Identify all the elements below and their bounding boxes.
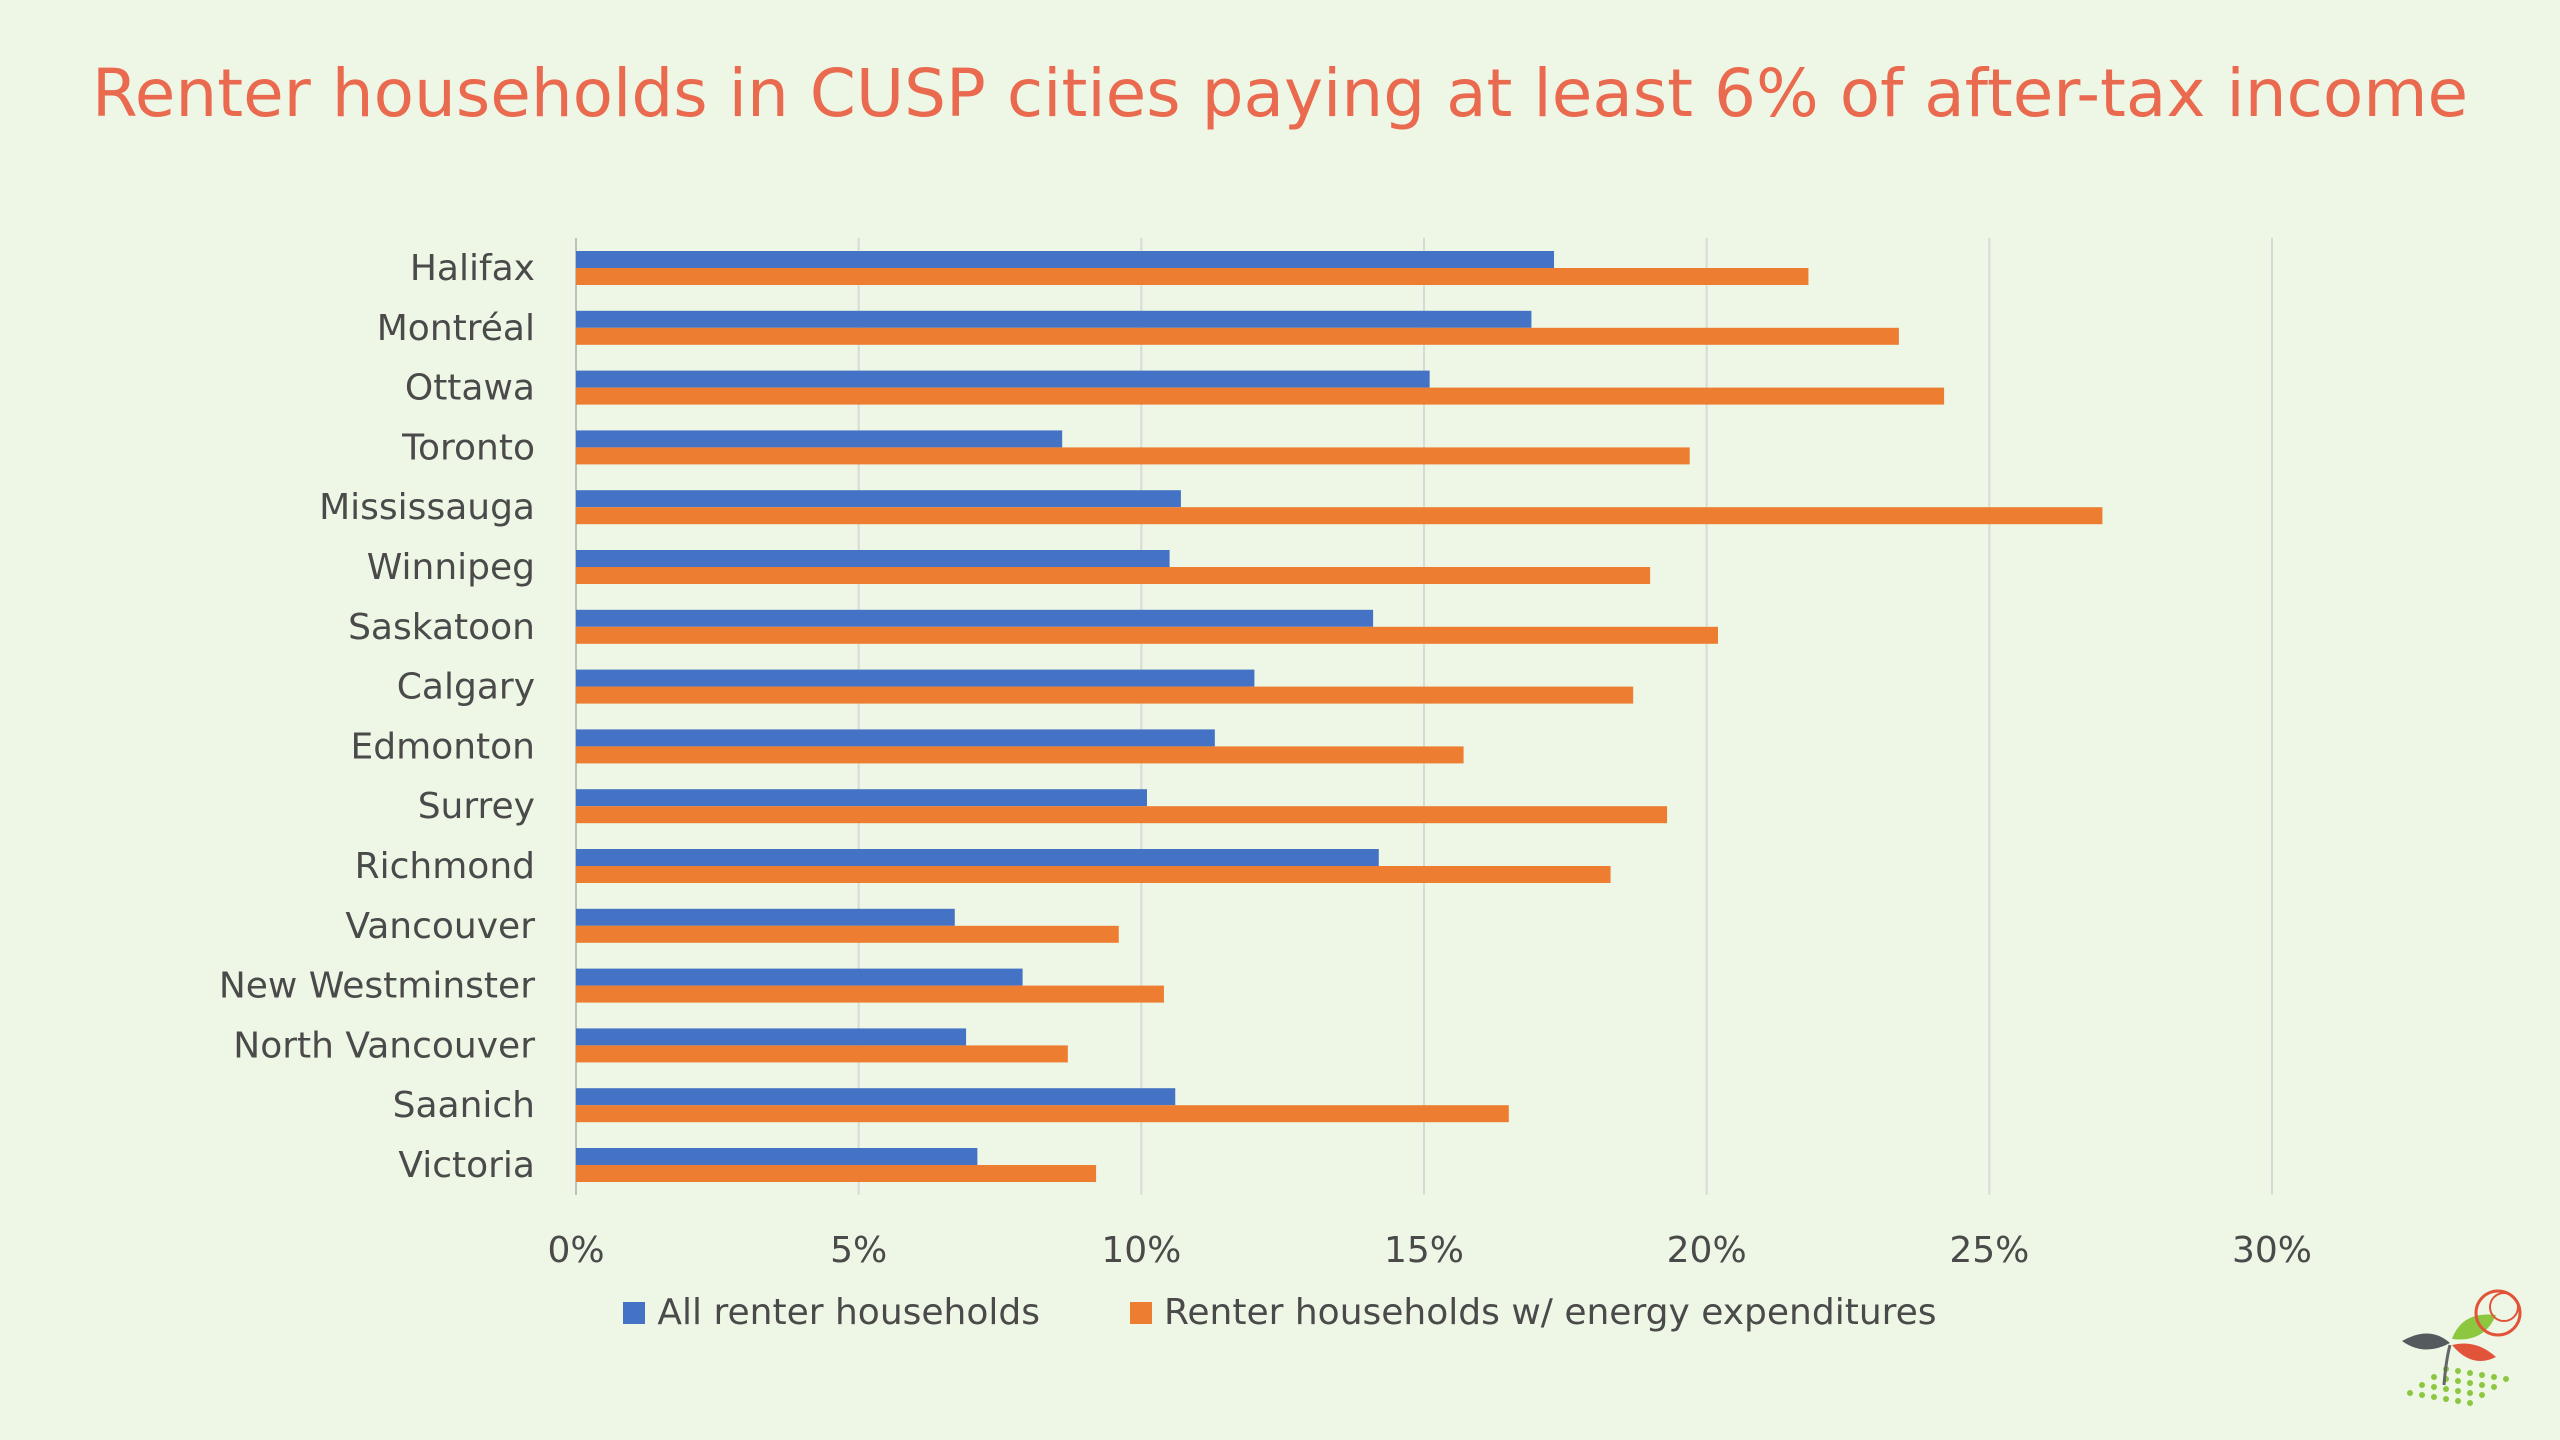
- bar-energy-renters: [576, 1045, 1068, 1063]
- bar-all-renters: [576, 251, 1555, 268]
- category-label: Ottawa: [405, 368, 535, 409]
- bar-energy-renters: [576, 866, 1611, 883]
- category-label: Winnipeg: [367, 547, 535, 588]
- bar-all-renters: [576, 669, 1255, 687]
- x-tick-label: 10%: [1101, 1230, 1181, 1271]
- bar-energy-renters: [576, 447, 1690, 465]
- x-tick-label: 25%: [1949, 1230, 2029, 1271]
- bar-energy-renters: [576, 567, 1651, 584]
- bar-all-renters: [576, 729, 1215, 747]
- bar-all-renters: [576, 1148, 978, 1165]
- bar-all-renters: [576, 550, 1170, 567]
- bar-all-renters: [576, 789, 1147, 807]
- bar-all-renters: [576, 968, 1023, 986]
- category-label: New Westminster: [219, 966, 535, 1007]
- category-label: Saanich: [393, 1085, 535, 1126]
- legend-item-energy-renters: Renter households w/ energy expenditures: [1130, 1292, 1937, 1333]
- bar-energy-renters: [576, 686, 1634, 704]
- bar-all-renters: [576, 490, 1181, 508]
- legend: All renter households Renter households …: [0, 1292, 2560, 1333]
- bar-energy-renters: [576, 327, 1899, 345]
- x-tick-label: 30%: [2232, 1230, 2312, 1271]
- bar-all-renters: [576, 310, 1532, 328]
- bar-all-renters: [576, 849, 1379, 866]
- cusp-leaf-logo-icon: [2402, 1289, 2522, 1406]
- x-tick-label: 20%: [1667, 1230, 1747, 1271]
- bar-energy-renters: [576, 507, 2103, 525]
- bar-all-renters: [576, 430, 1063, 448]
- category-label: Halifax: [410, 248, 535, 289]
- bar-all-renters: [576, 1088, 1176, 1106]
- legend-swatch-all-renters: [623, 1301, 646, 1324]
- bar-energy-renters: [576, 985, 1164, 1003]
- category-label: Montréal: [377, 308, 535, 349]
- legend-label-all-renters: All renter households: [657, 1292, 1040, 1333]
- category-label: Surrey: [418, 786, 535, 827]
- bar-energy-renters: [576, 1165, 1097, 1182]
- legend-label-energy-renters: Renter households w/ energy expenditures: [1164, 1292, 1937, 1333]
- bar-all-renters: [576, 370, 1430, 388]
- category-label: Victoria: [398, 1145, 535, 1186]
- bar-energy-renters: [576, 806, 1668, 824]
- category-label: North Vancouver: [233, 1025, 535, 1066]
- bar-energy-renters: [576, 626, 1718, 644]
- legend-swatch-energy-renters: [1130, 1301, 1152, 1324]
- bar-energy-renters: [576, 746, 1464, 764]
- chart-title: Renter households in CUSP cities paying …: [91, 55, 2469, 132]
- category-label: Vancouver: [345, 906, 535, 947]
- legend-item-all-renters: All renter households: [623, 1292, 1040, 1333]
- bar-all-renters: [576, 609, 1374, 627]
- bar-energy-renters: [576, 925, 1119, 943]
- x-tick-label: 5%: [830, 1230, 887, 1271]
- bar-energy-renters: [576, 1105, 1509, 1123]
- bar-energy-renters: [576, 268, 1809, 285]
- x-tick-label: 0%: [547, 1230, 604, 1271]
- bar-all-renters: [576, 1028, 967, 1046]
- category-label: Edmonton: [351, 726, 535, 767]
- category-label: Richmond: [355, 846, 535, 887]
- category-label: Toronto: [401, 427, 535, 468]
- bar-energy-renters: [576, 387, 1945, 405]
- category-label: Mississauga: [319, 487, 535, 528]
- bar-all-renters: [576, 908, 955, 926]
- category-label: Saskatoon: [348, 607, 535, 648]
- category-label: Calgary: [397, 667, 535, 708]
- x-tick-label: 15%: [1384, 1230, 1464, 1271]
